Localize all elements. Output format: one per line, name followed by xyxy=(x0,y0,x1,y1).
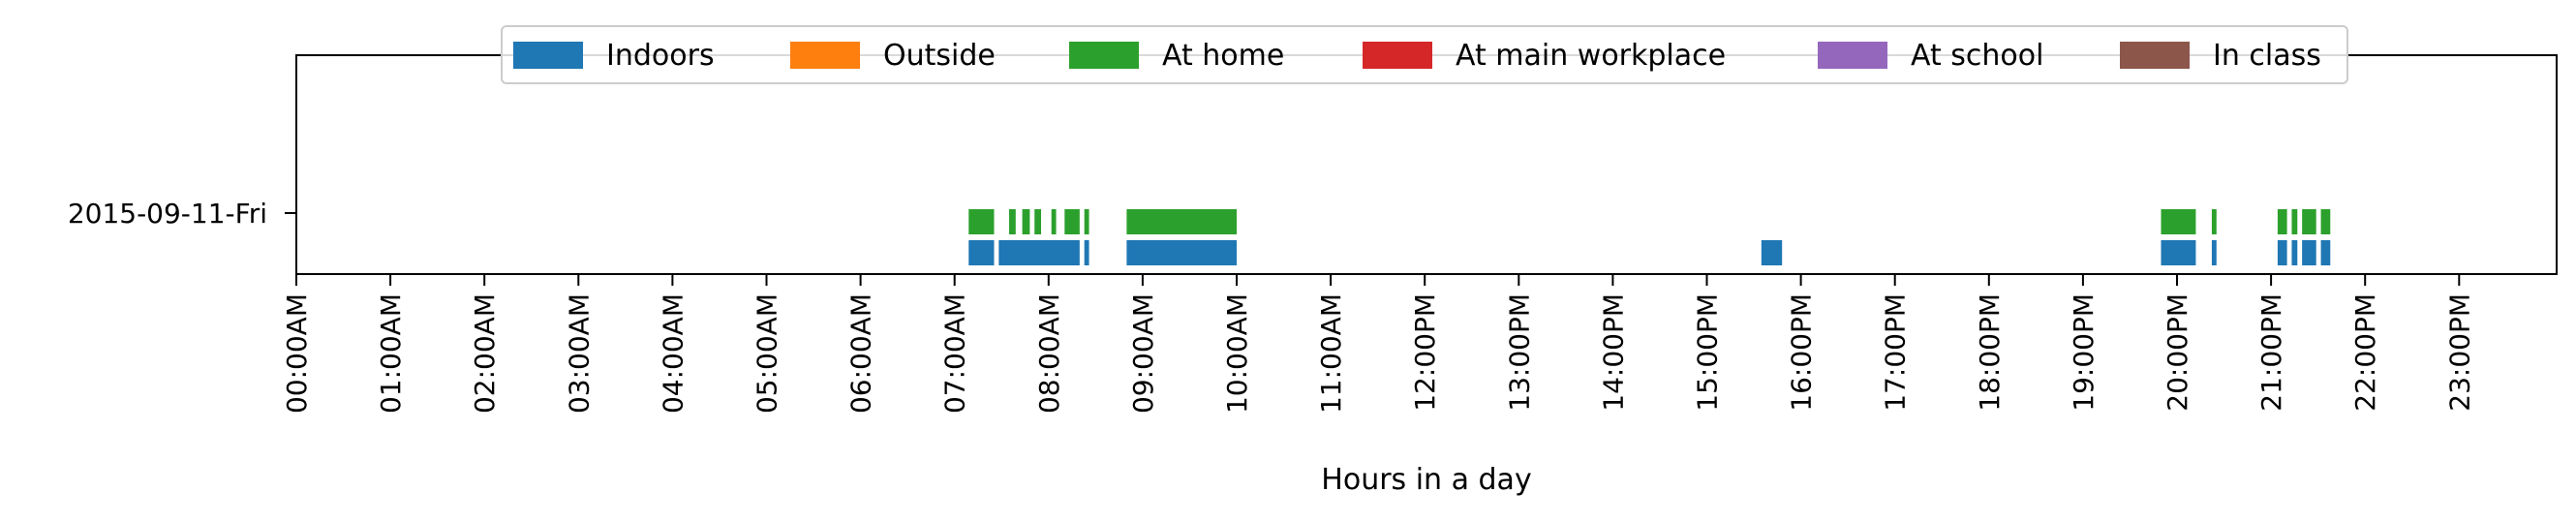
x-tick-label: 23:00PM xyxy=(2443,293,2475,412)
bars-layer xyxy=(968,209,2331,265)
interval-bar xyxy=(968,209,995,234)
x-tick-label: 03:00AM xyxy=(563,293,595,414)
x-axis: 00:00AM 01:00AM 02:00AM 03:00AM 04:00AM 05:00… xyxy=(281,274,2475,414)
legend-swatch xyxy=(1069,42,1139,69)
x-tick-label: 17:00PM xyxy=(1880,293,1912,412)
legend: Indoors Outside At home At main workplace At… xyxy=(501,25,2348,84)
legend-label: At home xyxy=(1162,39,1284,73)
legend-label: At main workplace xyxy=(1456,39,1726,73)
y-tick-label: 2015-09-11-Fri xyxy=(68,198,267,230)
series-indoors xyxy=(968,240,2331,265)
plot-area xyxy=(296,55,2557,274)
interval-bar xyxy=(2320,240,2331,265)
x-tick-label: 06:00AM xyxy=(845,293,877,414)
x-tick-label: 01:00AM xyxy=(375,293,407,414)
interval-bar xyxy=(2161,209,2196,234)
x-tick-label: 16:00PM xyxy=(1786,293,1818,412)
interval-bar xyxy=(1126,209,1237,234)
interval-bar xyxy=(1761,240,1783,265)
x-tick-label: 19:00PM xyxy=(2068,293,2100,412)
x-tick-label: 20:00PM xyxy=(2162,293,2193,412)
legend-label: Outside xyxy=(883,39,996,73)
legend-swatch xyxy=(790,42,860,69)
legend-entry: Outside xyxy=(790,39,996,73)
interval-bar xyxy=(998,240,1080,265)
interval-bar xyxy=(1009,209,1016,234)
interval-bar xyxy=(1084,240,1089,265)
x-tick-label: 11:00AM xyxy=(1315,293,1347,414)
x-tick-label: 07:00AM xyxy=(939,293,971,414)
legend-entry: At school xyxy=(1818,39,2043,73)
x-tick-label: 00:00AM xyxy=(281,293,313,414)
interval-bar xyxy=(2302,209,2316,234)
interval-bar xyxy=(1022,209,1030,234)
x-tick-label: 09:00AM xyxy=(1127,293,1159,414)
interval-bar xyxy=(2211,209,2217,234)
x-tick-label: 12:00PM xyxy=(1409,293,1441,412)
legend-swatch xyxy=(2120,42,2190,69)
x-tick-label: 13:00PM xyxy=(1503,293,1535,412)
interval-bar xyxy=(1084,209,1089,234)
interval-bar xyxy=(2211,240,2217,265)
x-tick-label: 04:00AM xyxy=(657,293,689,414)
x-tick-label: 22:00PM xyxy=(2349,293,2381,412)
x-axis-title: Hours in a day xyxy=(1321,463,1531,497)
interval-bar xyxy=(968,240,995,265)
legend-entry: At main workplace xyxy=(1363,39,1726,73)
x-tick-label: 14:00PM xyxy=(1597,293,1629,412)
interval-bar xyxy=(1064,209,1080,234)
legend-entry: Indoors xyxy=(513,39,715,73)
legend-label: In class xyxy=(2213,39,2321,73)
interval-bar xyxy=(2277,209,2287,234)
interval-bar xyxy=(2291,240,2298,265)
legend-swatch xyxy=(1818,42,1887,69)
interval-bar xyxy=(2302,240,2316,265)
x-tick-label: 05:00AM xyxy=(751,293,783,414)
legend-swatch xyxy=(1363,42,1432,69)
interval-bar xyxy=(1034,209,1042,234)
legend-label: Indoors xyxy=(606,39,715,73)
interval-bar xyxy=(2320,209,2331,234)
legend-entry: In class xyxy=(2120,39,2321,73)
legend-label: At school xyxy=(1911,39,2043,73)
x-tick-label: 21:00PM xyxy=(2255,293,2287,412)
x-tick-label: 18:00PM xyxy=(1974,293,2006,412)
y-axis: 2015-09-11-Fri xyxy=(68,198,296,230)
x-tick-label: 15:00PM xyxy=(1692,293,1724,412)
x-tick-label: 02:00AM xyxy=(469,293,501,414)
interval-bar xyxy=(1126,240,1237,265)
x-tick-label: 10:00AM xyxy=(1221,293,1253,414)
interval-bar xyxy=(2277,240,2287,265)
interval-bar xyxy=(2291,209,2298,234)
interval-bar xyxy=(2161,240,2196,265)
series-at-home xyxy=(968,209,2331,234)
interval-bar xyxy=(1051,209,1057,234)
x-tick-label: 08:00AM xyxy=(1033,293,1065,414)
legend-entry: At home xyxy=(1069,39,1284,73)
legend-swatch xyxy=(513,42,583,69)
